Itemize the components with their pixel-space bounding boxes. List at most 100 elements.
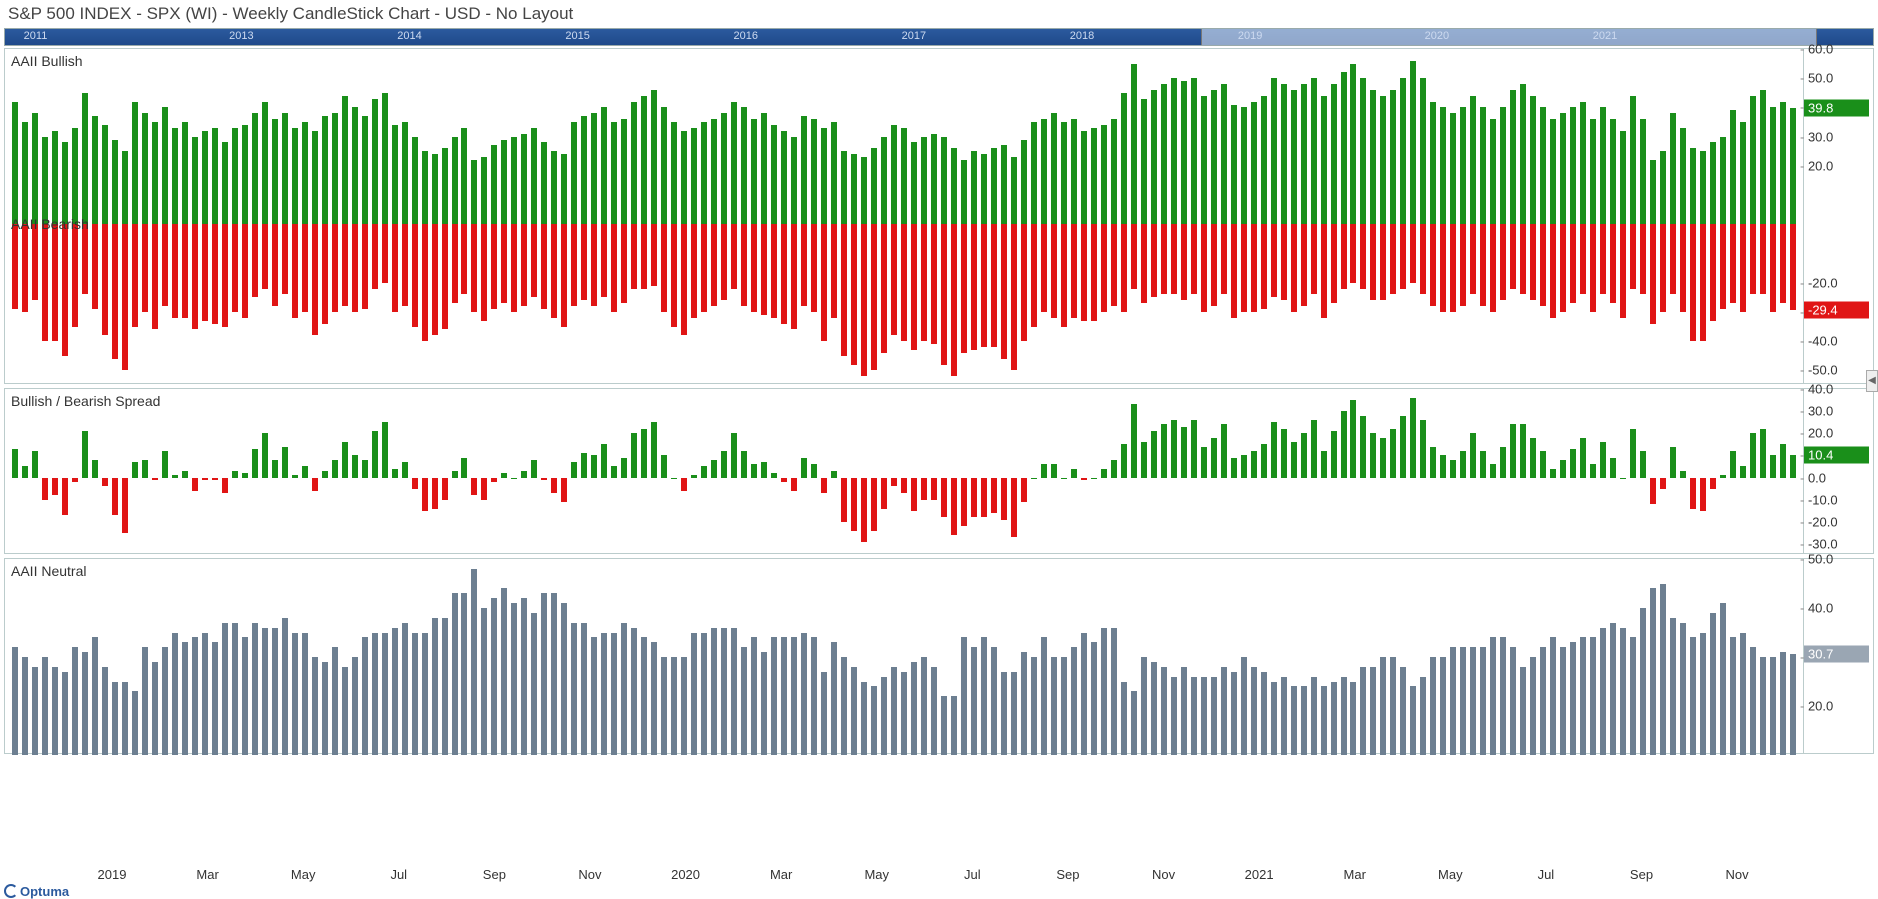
bar	[1400, 667, 1406, 755]
bar	[711, 224, 717, 306]
bar	[1031, 478, 1037, 479]
bar	[192, 224, 198, 329]
bar	[841, 478, 847, 522]
bar	[312, 478, 318, 491]
bar	[152, 224, 158, 329]
bar	[92, 460, 98, 478]
bar	[42, 137, 48, 225]
bar	[971, 647, 977, 755]
bar	[851, 667, 857, 755]
bar	[192, 137, 198, 225]
bar	[342, 96, 348, 225]
bar	[811, 464, 817, 477]
bar	[1241, 224, 1247, 312]
value-badge: 39.8	[1804, 100, 1869, 117]
bar	[182, 471, 188, 478]
bar	[721, 224, 727, 300]
bar	[62, 478, 68, 516]
bar	[1560, 460, 1566, 478]
bar	[162, 107, 168, 224]
bar	[891, 478, 897, 487]
panel-spread[interactable]: Bullish / Bearish Spread	[4, 388, 1804, 554]
bar	[671, 224, 677, 326]
bar	[681, 478, 687, 491]
ytick: 20.0	[1810, 158, 1833, 173]
bar	[731, 224, 737, 288]
timeline-navigator[interactable]: 2011201320142015201620172018201920202021	[4, 28, 1874, 46]
bar	[1500, 447, 1506, 478]
bar	[1041, 119, 1047, 224]
bar	[1750, 647, 1756, 755]
nav-year: 2016	[734, 30, 758, 42]
bar	[1141, 442, 1147, 477]
bar	[1420, 224, 1426, 294]
bar	[1041, 464, 1047, 477]
bar	[1740, 633, 1746, 756]
ytick: 50.0	[1810, 552, 1833, 567]
bar	[1171, 677, 1177, 755]
bar	[1550, 224, 1556, 317]
bar	[591, 224, 597, 306]
bar	[691, 475, 697, 477]
bar	[651, 224, 657, 285]
bar	[1700, 633, 1706, 756]
bar	[1620, 224, 1626, 317]
panel-label-spread: Bullish / Bearish Spread	[11, 393, 160, 409]
bar	[1730, 110, 1736, 224]
bar	[242, 224, 248, 317]
bar	[1151, 90, 1157, 224]
bar	[102, 667, 108, 755]
bar	[22, 224, 28, 312]
bar	[172, 224, 178, 317]
bar	[252, 623, 258, 755]
bar	[531, 128, 537, 224]
bar	[751, 464, 757, 477]
timeline-selection[interactable]	[1201, 29, 1817, 45]
bar	[841, 151, 847, 224]
expand-handle-icon[interactable]: ◀	[1866, 370, 1878, 392]
bar	[571, 623, 577, 755]
bar	[461, 458, 467, 478]
bar	[92, 224, 98, 309]
bar	[741, 647, 747, 755]
nav-year: 2013	[229, 30, 253, 42]
bar	[62, 224, 68, 355]
bar	[222, 478, 228, 493]
bar	[1400, 78, 1406, 224]
bar	[1390, 429, 1396, 478]
bar	[1490, 637, 1496, 755]
bar	[931, 478, 937, 500]
bar	[471, 569, 477, 755]
bar	[1131, 691, 1137, 755]
bar	[152, 662, 158, 755]
bar	[1790, 108, 1796, 224]
panel-bullish-bearish[interactable]: AAII Bullish AAII Bearish	[4, 48, 1804, 384]
panel-neutral[interactable]: AAII Neutral	[4, 558, 1804, 754]
bar	[1261, 444, 1267, 477]
bar	[911, 662, 917, 755]
bar	[1211, 224, 1217, 306]
bar	[541, 224, 547, 309]
bar	[202, 131, 208, 224]
bar	[1560, 113, 1566, 224]
bar	[581, 623, 587, 755]
xtick: Mar	[196, 867, 218, 882]
bar	[442, 478, 448, 500]
bar	[72, 647, 78, 755]
bar	[1121, 682, 1127, 756]
bar	[461, 593, 467, 755]
bar	[1271, 682, 1277, 756]
bar	[581, 224, 587, 300]
bar	[941, 696, 947, 755]
ytick: 30.0	[1810, 129, 1833, 144]
bar	[1331, 224, 1337, 303]
bar	[322, 662, 328, 755]
bar	[981, 637, 987, 755]
bar	[52, 224, 58, 341]
bars-neutral	[15, 559, 1793, 753]
bar	[791, 224, 797, 329]
ytick: -40.0	[1810, 334, 1838, 349]
bar	[921, 224, 927, 341]
bar	[442, 618, 448, 755]
bar	[601, 444, 607, 477]
